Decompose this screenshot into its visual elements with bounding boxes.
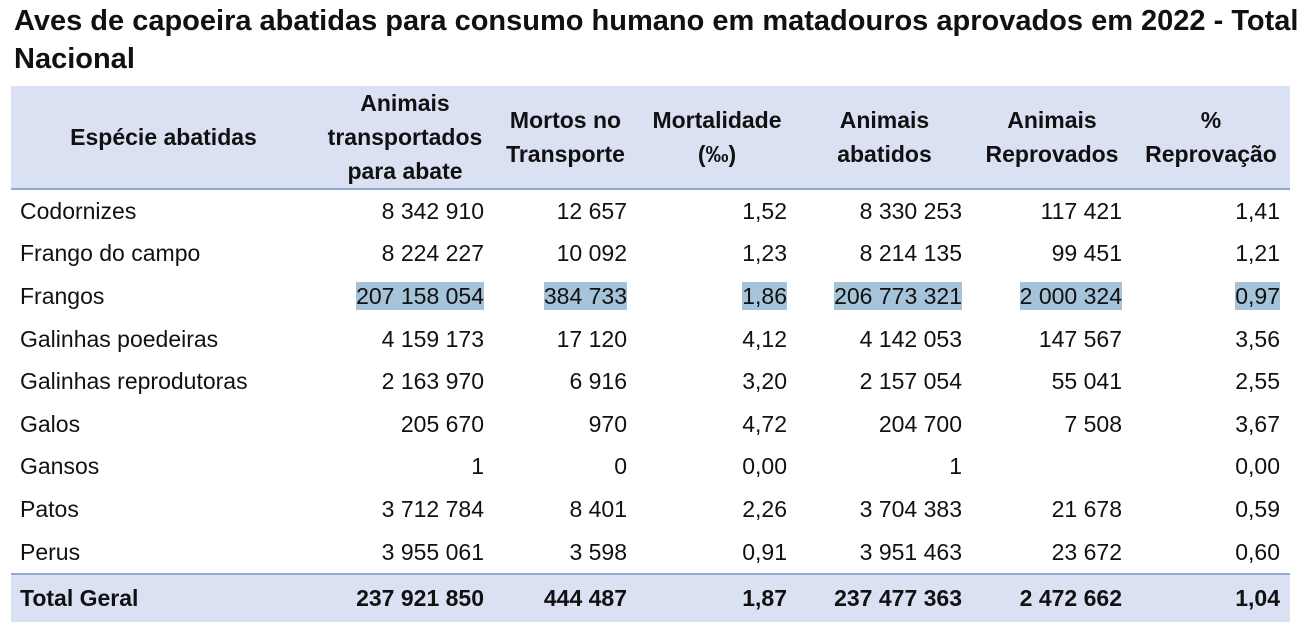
cell-rejected: 7 508 — [1064, 410, 1122, 437]
column-header-slaughtered: Animais abatidos — [797, 86, 972, 190]
total-row: Total Geral 237 921 850 444 487 1,87 237… — [11, 573, 1290, 623]
total-mortality: 1,87 — [637, 573, 797, 623]
cell-slaughtered: 3 704 383 — [859, 495, 962, 522]
highlighted-value: 0,97 — [1235, 281, 1280, 310]
cell-transported: 3 712 784 — [381, 495, 484, 522]
table-row: Frango do campo 8 224 227 10 092 1,23 8 214 … — [11, 233, 1290, 276]
cell-rejected: 117 421 — [1040, 197, 1122, 224]
cell-slaughtered: 206 773 321 — [797, 275, 972, 318]
cell-dead: 6 916 — [569, 368, 627, 395]
table-row: Galinhas poedeiras 4 159 173 17 120 4,12 4 1… — [11, 318, 1290, 361]
cell-slaughtered: 4 142 053 — [859, 325, 962, 352]
column-header-mortality: Mortalidade (‰) — [637, 86, 797, 190]
cell-transported: 207 158 054 — [316, 275, 494, 318]
cell-dead: 10 092 — [556, 240, 627, 267]
header-row: Espécie abatidas Animais transportados p… — [11, 86, 1290, 190]
cell-rejection-pct: 0,59 — [1235, 495, 1280, 522]
table-row: Gansos 1 0 0,00 1 0,00 — [11, 446, 1290, 489]
table-row: Perus 3 955 061 3 598 0,91 3 951 463 23 672 0,… — [11, 531, 1290, 575]
cell-species: Frango do campo — [20, 240, 201, 267]
cell-slaughtered: 204 700 — [878, 410, 962, 437]
highlighted-value: 1,86 — [742, 281, 787, 310]
total-dead: 444 487 — [494, 573, 637, 623]
cell-mortality: 4,12 — [742, 325, 787, 352]
table-row: Codornizes 8 342 910 12 657 1,52 8 330 253 11… — [11, 189, 1290, 233]
total-rejection-pct: 1,04 — [1132, 573, 1290, 623]
highlighted-value: 206 773 321 — [834, 281, 962, 310]
cell-mortality: 1,23 — [742, 240, 787, 267]
highlighted-value: 384 733 — [543, 281, 627, 310]
cell-species: Patos — [20, 495, 79, 522]
cell-dead: 12 657 — [556, 197, 627, 224]
cell-rejection-pct: 3,67 — [1235, 410, 1280, 437]
cell-slaughtered: 8 214 135 — [859, 240, 962, 267]
total-rejected: 2 472 662 — [972, 573, 1132, 623]
cell-rejected: 147 567 — [1038, 325, 1122, 352]
column-header-transported: Animais transportados para abate — [316, 86, 494, 190]
cell-mortality: 4,72 — [742, 410, 787, 437]
cell-dead: 970 — [588, 410, 627, 437]
cell-species: Galinhas reprodutoras — [20, 368, 248, 395]
cell-rejection-pct: 3,56 — [1235, 325, 1280, 352]
cell-transported: 8 342 910 — [381, 197, 484, 224]
cell-mortality: 0,00 — [742, 453, 787, 480]
cell-mortality: 0,91 — [742, 538, 787, 565]
cell-mortality: 3,20 — [742, 368, 787, 395]
cell-transported: 8 224 227 — [381, 240, 484, 267]
cell-rejection-pct: 1,41 — [1235, 197, 1280, 224]
cell-transported: 2 163 970 — [381, 368, 484, 395]
cell-rejection-pct: 0,00 — [1235, 453, 1280, 480]
cell-transported: 3 955 061 — [381, 538, 484, 565]
cell-rejected: 2 000 324 — [972, 275, 1132, 318]
cell-slaughtered: 8 330 253 — [859, 197, 962, 224]
cell-species: Perus — [20, 538, 81, 565]
cell-species: Frangos — [20, 282, 105, 309]
table-body: Codornizes 8 342 910 12 657 1,52 8 330 253 11… — [11, 189, 1290, 574]
cell-rejected: 55 041 — [1051, 368, 1122, 395]
cell-species: Galos — [20, 410, 81, 437]
cell-dead: 3 598 — [569, 538, 627, 565]
cell-rejection-pct: 1,21 — [1235, 240, 1280, 267]
cell-transported: 205 670 — [400, 410, 484, 437]
table-row: Patos 3 712 784 8 401 2,26 3 704 383 21 678 0,… — [11, 488, 1290, 531]
cell-species: Gansos — [20, 453, 100, 480]
data-table: Espécie abatidas Animais transportados p… — [11, 86, 1290, 623]
cell-slaughtered: 3 951 463 — [859, 538, 962, 565]
cell-dead: 17 120 — [556, 325, 627, 352]
cell-rejection-pct: 0,60 — [1235, 538, 1280, 565]
column-header-rejected: Animais Reprovados — [972, 86, 1132, 190]
cell-mortality: 1,52 — [742, 197, 787, 224]
table-row: Galinhas reprodutoras 2 163 970 6 916 3,20 2… — [11, 360, 1290, 403]
total-label: Total Geral — [11, 573, 316, 623]
cell-mortality: 2,26 — [742, 495, 787, 522]
total-transported: 237 921 850 — [316, 573, 494, 623]
total-slaughtered: 237 477 363 — [797, 573, 972, 623]
cell-rejected: 23 672 — [1051, 538, 1122, 565]
cell-rejected: 99 451 — [1051, 240, 1122, 267]
highlighted-value: 207 158 054 — [356, 281, 484, 310]
table-row: Frangos 207 158 054 384 733 1,86 206 773 321… — [11, 275, 1290, 318]
cell-rejection-pct: 0,97 — [1132, 275, 1290, 318]
cell-rejection-pct: 2,55 — [1235, 368, 1280, 395]
cell-rejected: 21 678 — [1051, 495, 1122, 522]
cell-transported: 4 159 173 — [381, 325, 484, 352]
cell-dead: 384 733 — [494, 275, 637, 318]
cell-transported: 1 — [471, 453, 484, 480]
table-row: Galos 205 670 970 4,72 204 700 7 508 3,67 — [11, 403, 1290, 446]
cell-dead: 8 401 — [569, 495, 627, 522]
column-header-dead: Mortos no Transporte — [494, 86, 637, 190]
cell-mortality: 1,86 — [637, 275, 797, 318]
cell-slaughtered: 1 — [949, 453, 962, 480]
cell-slaughtered: 2 157 054 — [859, 368, 962, 395]
cell-rejected — [972, 446, 1132, 489]
column-header-species: Espécie abatidas — [11, 86, 316, 190]
cell-dead: 0 — [614, 453, 627, 480]
column-header-rejection-pct: % Reprovação — [1132, 86, 1290, 190]
cell-species: Codornizes — [20, 197, 137, 224]
page-title: Aves de capoeira abatidas para consumo h… — [14, 5, 1299, 75]
highlighted-value: 2 000 324 — [1019, 281, 1122, 310]
cell-species: Galinhas poedeiras — [20, 325, 219, 352]
